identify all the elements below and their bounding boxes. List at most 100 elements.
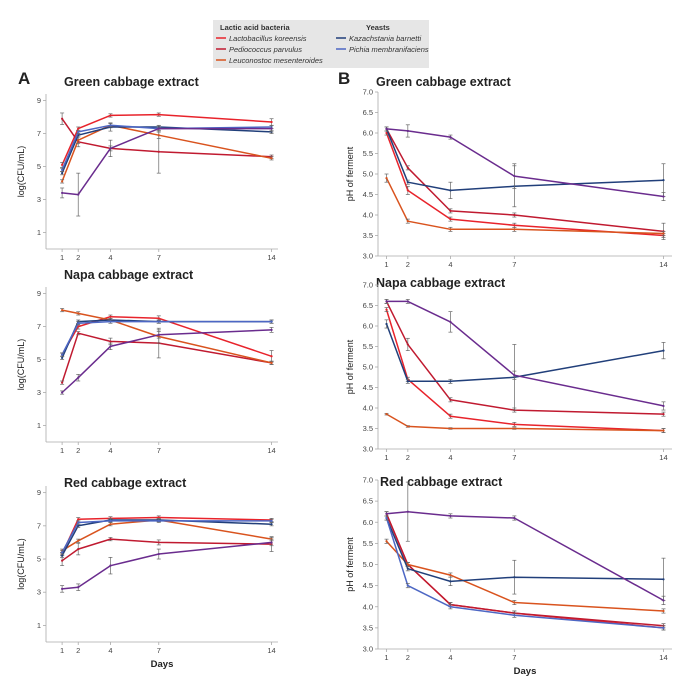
data-point <box>406 563 409 566</box>
y-tick-label: 9 <box>37 96 41 105</box>
x-tick-label: 4 <box>448 260 452 269</box>
data-point <box>449 320 452 323</box>
data-point <box>449 605 452 608</box>
series-line-purple <box>62 541 272 590</box>
data-point <box>61 559 64 562</box>
y-tick-label: 5.5 <box>363 342 373 351</box>
y-tick-label: 4.0 <box>363 404 373 413</box>
data-point <box>662 413 665 416</box>
data-point <box>662 599 665 602</box>
x-tick-label: 7 <box>512 260 516 269</box>
y-tick-label: 1 <box>37 228 41 237</box>
y-tick-label: 5.5 <box>363 149 373 158</box>
data-point <box>77 312 80 315</box>
x-tick-label: 7 <box>157 446 161 455</box>
data-point <box>109 124 112 127</box>
data-point <box>157 127 160 130</box>
data-point <box>449 218 452 221</box>
data-point <box>449 427 452 430</box>
y-tick-label: 9 <box>37 289 41 298</box>
x-tick-label: 14 <box>659 653 667 662</box>
data-point <box>109 564 112 567</box>
data-point <box>77 139 80 142</box>
data-point <box>406 181 409 184</box>
data-point <box>385 300 388 303</box>
y-tick-label: 3.0 <box>363 645 373 654</box>
data-point <box>109 315 112 318</box>
y-tick-label: 3 <box>37 588 41 597</box>
data-point <box>406 567 409 570</box>
series-line-purple <box>386 300 664 407</box>
data-point <box>61 191 64 195</box>
x-tick-label: 2 <box>76 446 80 455</box>
legend-background <box>213 20 429 68</box>
y-axis-label: pH of ferment <box>345 537 355 592</box>
data-point <box>385 512 388 515</box>
chart-title: Napa cabbage extract <box>64 268 194 282</box>
y-axis-label: log(CFU/mL) <box>16 339 26 391</box>
data-point <box>662 578 665 581</box>
data-point <box>157 317 160 320</box>
legend-yeast-heading: Yeasts <box>366 23 390 32</box>
data-point <box>406 380 409 383</box>
data-point <box>61 172 64 175</box>
data-point <box>449 209 452 212</box>
data-point <box>270 541 273 544</box>
y-tick-label: 5 <box>37 162 41 171</box>
series-line-l-mesenteroides <box>385 540 664 612</box>
x-tick-label: 1 <box>384 260 388 269</box>
data-point <box>449 514 452 518</box>
data-point <box>77 322 80 325</box>
x-tick-label: 1 <box>60 646 64 655</box>
data-point <box>77 130 80 134</box>
data-point <box>406 343 409 346</box>
x-tick-label: 2 <box>406 453 410 462</box>
data-point <box>77 521 80 524</box>
data-point <box>77 539 80 542</box>
series-line-purple <box>386 510 664 602</box>
y-axis-label: log(CFU/mL) <box>16 538 26 590</box>
data-point <box>449 398 452 401</box>
data-point <box>662 179 665 182</box>
series-line-p-parvulus <box>61 118 272 158</box>
y-tick-label: 6.5 <box>363 301 373 310</box>
data-point <box>157 150 160 153</box>
legend-item-l-koreensis: Lactobacillus koreensis <box>229 34 307 43</box>
chart-a2: Napa cabbage extract 1 3 5 7 9 1 2 4 7 14 log(CFU/m… <box>16 268 278 455</box>
data-point <box>61 381 64 384</box>
x-tick-label: 2 <box>76 253 80 262</box>
x-tick-label: 1 <box>60 446 64 455</box>
y-tick-label: 5 <box>37 555 41 564</box>
data-point <box>406 166 409 169</box>
data-point <box>270 361 273 364</box>
series-line-l-koreensis <box>385 513 664 629</box>
data-point <box>385 516 388 520</box>
data-point <box>77 547 80 551</box>
y-tick-label: 7 <box>37 521 41 530</box>
data-point <box>385 177 388 180</box>
chart-b2: Napa cabbage extract 3.0 3.5 4.0 4.5 5.0 5.5 6.… <box>345 276 672 462</box>
chart-title: Green cabbage extract <box>376 75 512 89</box>
x-tick-label: 14 <box>267 646 275 655</box>
x-tick-label: 1 <box>60 253 64 262</box>
data-point <box>513 576 516 579</box>
y-tick-label: 4.5 <box>363 383 373 392</box>
data-point <box>385 131 388 135</box>
data-point <box>662 404 665 408</box>
x-tick-label: 4 <box>448 453 452 462</box>
data-point <box>270 523 273 526</box>
data-point <box>157 134 160 137</box>
data-point <box>61 308 64 312</box>
data-point <box>61 551 64 554</box>
series-line-k-barnetti <box>385 128 664 192</box>
data-point <box>385 413 388 416</box>
x-tick-label: 4 <box>108 446 112 455</box>
y-tick-label: 3 <box>37 388 41 397</box>
data-point <box>513 423 516 426</box>
chart-a3: Red cabbage extract 1 3 5 7 9 1 2 4 7 14 log(CFU/mL… <box>16 476 278 670</box>
data-point <box>270 120 273 124</box>
data-point <box>662 195 665 198</box>
x-tick-label: 14 <box>267 446 275 455</box>
x-tick-label: 14 <box>659 453 667 462</box>
